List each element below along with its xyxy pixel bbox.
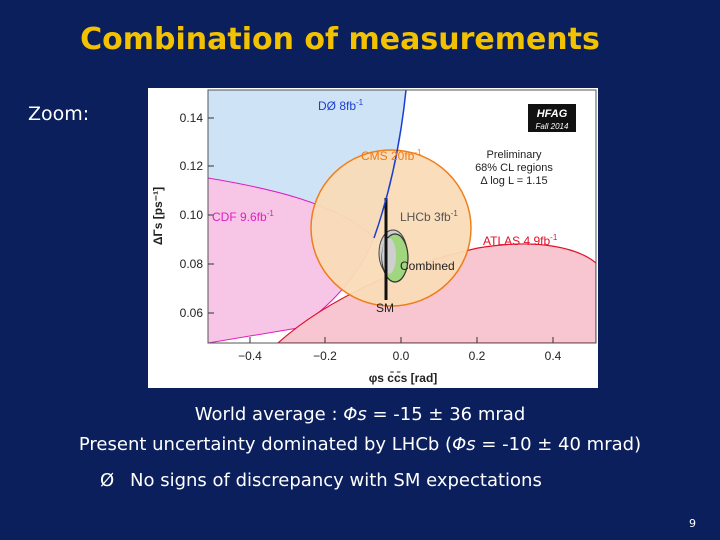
- preliminary-line: 68% CL regions: [475, 162, 553, 174]
- arrow-bullet-icon: Ø: [100, 470, 115, 491]
- slide-title: Combination of measurements: [80, 22, 600, 57]
- page-number: 9: [689, 517, 696, 530]
- y-tick: 0.06: [180, 306, 204, 320]
- x-axis: −0.4 −0.2 0.0 0.2 0.4: [238, 337, 562, 363]
- x-axis-label: φs c̄c̄s [rad]: [369, 371, 438, 385]
- cdf-label: CDF 9.6fb-1: [212, 209, 274, 224]
- d0-label: DØ 8fb-1: [318, 98, 364, 113]
- cms-label: CMS 20fb-1: [361, 148, 422, 163]
- preliminary-legend: Preliminary 68% CL regions Δ log L = 1.1…: [475, 149, 553, 187]
- cms-region: [310, 149, 472, 307]
- plot-frame: [207, 89, 597, 344]
- phi-s-symbol: Φs: [343, 404, 367, 425]
- uncertainty-caption: Present uncertainty dominated by LHCb (Φ…: [0, 434, 720, 455]
- caption-value: = -10 ± 40 mrad): [475, 434, 642, 455]
- hfag-badge-subtitle: Fall 2014: [536, 122, 569, 131]
- hfag-badge: HFAG Fall 2014: [528, 104, 576, 132]
- y-axis-label: ΔΓs [ps⁻¹]: [151, 187, 165, 245]
- y-tick: 0.14: [180, 111, 204, 125]
- preliminary-line: Δ log L = 1.15: [480, 175, 547, 187]
- conclusion-bullet: Ø No signs of discrepancy with SM expecta…: [100, 470, 542, 491]
- caption-text: World average :: [194, 404, 344, 425]
- y-tick: 0.10: [180, 208, 204, 222]
- x-tick: 0.0: [393, 349, 410, 363]
- x-tick: −0.4: [238, 349, 262, 363]
- lhcb-label: LHCb 3fb-1: [400, 209, 458, 224]
- x-tick: 0.2: [469, 349, 486, 363]
- combined-label: Combined: [400, 259, 455, 273]
- bullet-text: No signs of discrepancy with SM expectat…: [130, 470, 542, 491]
- hfag-badge-title: HFAG: [537, 108, 568, 120]
- phi-s-symbol: Φs: [452, 434, 476, 455]
- caption-value: = -15 ± 36 mrad: [366, 404, 526, 425]
- world-average-caption: World average : Φs = -15 ± 36 mrad: [0, 404, 720, 425]
- preliminary-line: Preliminary: [486, 149, 542, 161]
- zoom-label: Zoom:: [28, 103, 90, 125]
- caption-text: Present uncertainty dominated by LHCb (: [78, 434, 453, 455]
- atlas-region: [277, 243, 596, 343]
- y-tick: 0.08: [180, 257, 204, 271]
- y-tick: 0.12: [180, 159, 204, 173]
- x-tick: −0.2: [313, 349, 337, 363]
- x-tick: 0.4: [545, 349, 562, 363]
- sm-label: SM: [376, 301, 394, 315]
- y-axis: 0.14 0.12 0.10 0.08 0.06: [180, 111, 214, 320]
- atlas-label: ATLAS 4.9fb-1: [483, 233, 558, 248]
- phi-s-delta-gamma-plot: 0.14 0.12 0.10 0.08 0.06 ΔΓs [ps⁻¹] −0.4…: [148, 88, 598, 388]
- d0-boundary: [373, 90, 407, 239]
